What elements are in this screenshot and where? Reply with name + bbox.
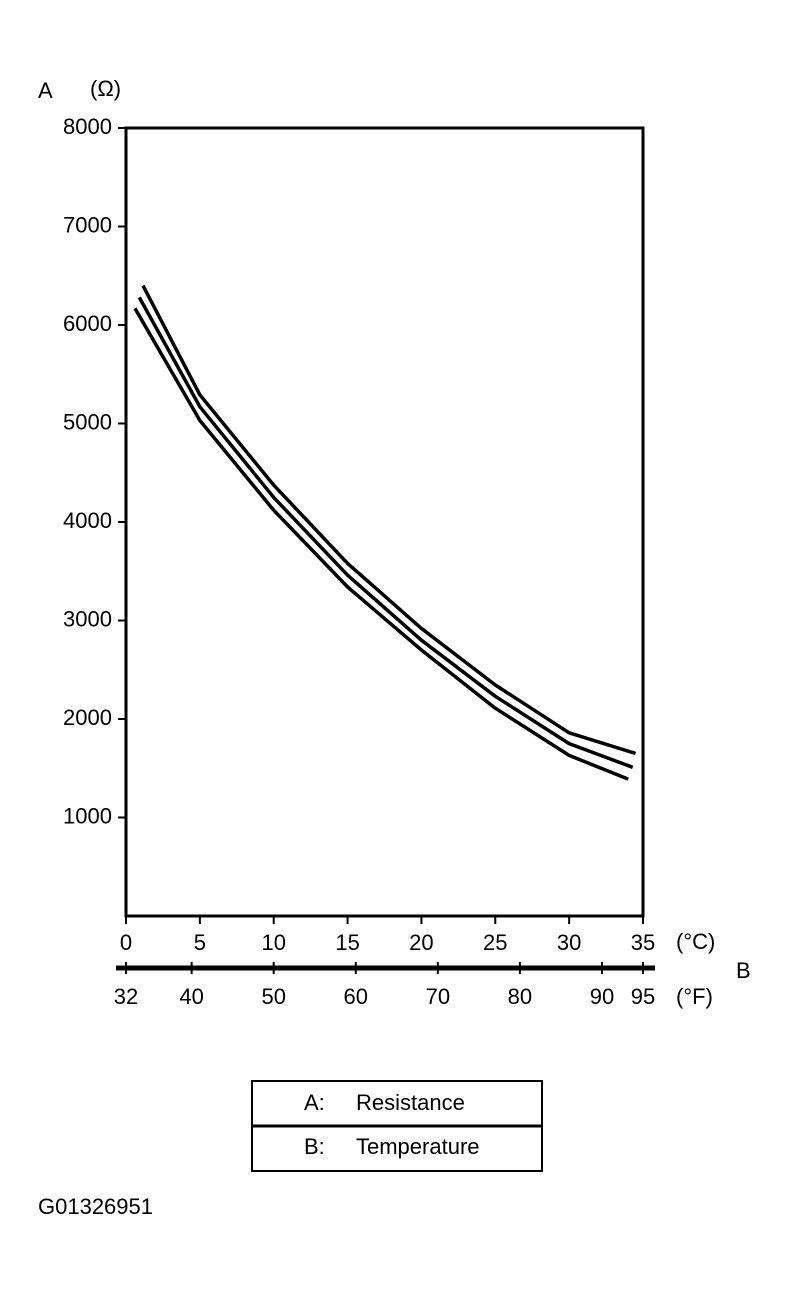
x-tick-label: 35 (631, 930, 655, 955)
legend-label: Temperature (356, 1134, 480, 1159)
x2-tick-label: 32 (114, 984, 138, 1009)
x2-tick-label: 95 (631, 984, 655, 1009)
x2-tick-label: 50 (261, 984, 285, 1009)
x-tick-label: 20 (409, 930, 433, 955)
x-tick-label: 0 (120, 930, 132, 955)
resistance-curve (141, 284, 637, 756)
y-tick-label: 8000 (63, 114, 112, 139)
x2-tick-label: 40 (179, 984, 203, 1009)
y-tick-label: 3000 (63, 606, 112, 631)
x2-tick-label: 80 (508, 984, 532, 1009)
x-tick-label: 25 (483, 930, 507, 955)
x2-axis-unit: (°F) (676, 984, 713, 1009)
x2-tick-label: 70 (426, 984, 450, 1009)
x-axis-unit: (°C) (676, 929, 715, 954)
y-tick-label: 7000 (63, 212, 112, 237)
resistance-curve (133, 307, 629, 781)
legend-key: B: (304, 1134, 325, 1159)
y-axis-letter: A (38, 78, 53, 103)
x-axis-letter: B (736, 958, 751, 983)
y-tick-label: 2000 (63, 705, 112, 730)
x-tick-label: 15 (335, 930, 359, 955)
x-tick-label: 30 (557, 930, 581, 955)
figure-id: G01326951 (38, 1194, 153, 1219)
y-axis-unit: (Ω) (90, 76, 121, 101)
legend-key: A: (304, 1090, 325, 1115)
x-tick-label: 10 (261, 930, 285, 955)
x2-tick-label: 60 (344, 984, 368, 1009)
resistance-curve (137, 296, 634, 769)
y-tick-label: 5000 (63, 409, 112, 434)
y-tick-label: 4000 (63, 508, 112, 533)
legend-label: Resistance (356, 1090, 465, 1115)
x-tick-label: 5 (194, 930, 206, 955)
x2-tick-label: 90 (590, 984, 614, 1009)
y-tick-label: 6000 (63, 311, 112, 336)
y-tick-label: 1000 (63, 803, 112, 828)
